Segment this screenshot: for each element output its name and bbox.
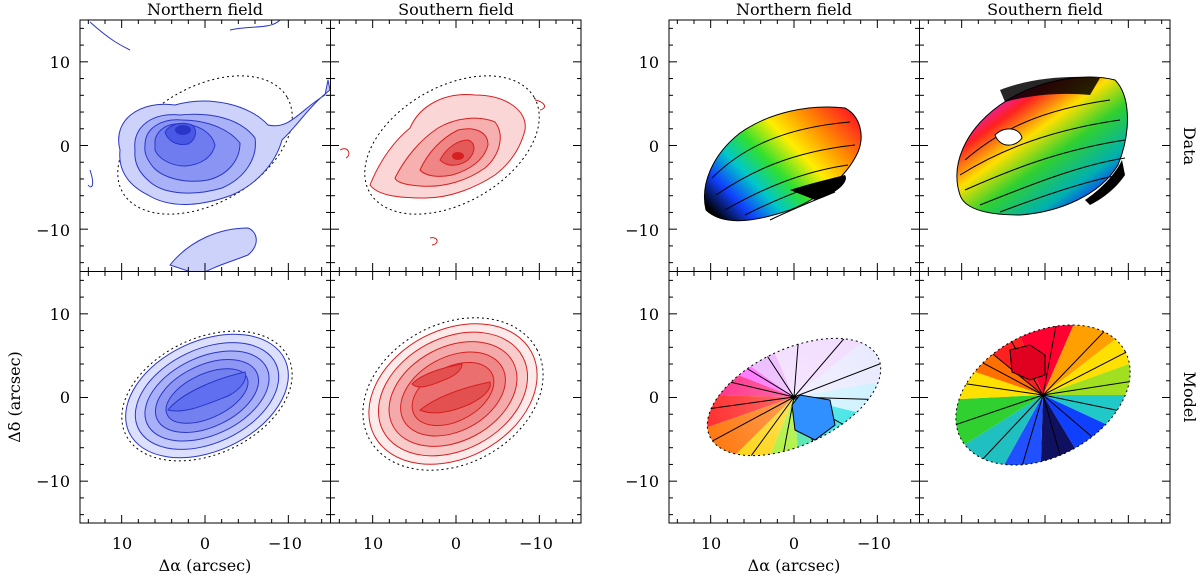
aperture-ellipse bbox=[121, 330, 293, 462]
model-contour bbox=[419, 381, 491, 414]
row-label-model: Model bbox=[1180, 372, 1199, 423]
row-label-data: Data bbox=[1180, 127, 1199, 166]
x-tick-label: 0 bbox=[200, 534, 210, 553]
noise-contour bbox=[87, 169, 94, 188]
x-tick-label: −10 bbox=[268, 534, 302, 553]
x-tick-label: −10 bbox=[857, 534, 891, 553]
velocity-patch bbox=[790, 175, 846, 200]
y-tick-label: 0 bbox=[649, 137, 659, 156]
y-tick-label: 0 bbox=[60, 137, 70, 156]
y-tick-label: 0 bbox=[649, 388, 659, 407]
panel-north-velocity-model bbox=[699, 314, 899, 480]
y-tick-label: −10 bbox=[36, 472, 70, 491]
y-tick-label: 10 bbox=[50, 305, 70, 324]
velocity-patch bbox=[1009, 344, 1046, 381]
noise-contour bbox=[339, 99, 546, 246]
x-tick-label: 10 bbox=[112, 534, 132, 553]
panel-frames bbox=[79, 19, 1171, 524]
model-contour bbox=[411, 363, 463, 388]
panel-north-intensity-model bbox=[121, 330, 293, 462]
velocity-patch bbox=[1000, 76, 1100, 102]
y-tick-label: 10 bbox=[639, 305, 659, 324]
x-axis-label-right: Δα (arcsec) bbox=[748, 556, 841, 575]
x-axis-label-left: Δα (arcsec) bbox=[159, 556, 252, 575]
aperture-ellipse bbox=[706, 337, 882, 457]
velocity-patch bbox=[791, 394, 836, 441]
axis-ticks bbox=[80, 20, 1170, 523]
velocity-field bbox=[956, 76, 1128, 216]
panel-north-intensity-data bbox=[87, 20, 330, 271]
column-title-north-right: Northern field bbox=[736, 0, 852, 19]
y-tick-label: 10 bbox=[50, 53, 70, 72]
panel-north-velocity-data bbox=[704, 106, 862, 222]
iso-velocity-line bbox=[711, 121, 856, 221]
aperture-ellipse bbox=[955, 324, 1131, 466]
y-tick-label: −10 bbox=[36, 221, 70, 240]
intensity-peak bbox=[452, 152, 464, 160]
panel-south-intensity-model bbox=[362, 317, 544, 471]
velocity-hole bbox=[994, 128, 1023, 146]
panel-south-velocity-data bbox=[956, 76, 1128, 216]
x-tick-label: 0 bbox=[451, 534, 461, 553]
column-title-north-left: Northern field bbox=[147, 0, 263, 19]
aperture-ellipse bbox=[117, 75, 293, 215]
y-tick-label: −10 bbox=[625, 221, 659, 240]
model-contour bbox=[167, 371, 247, 412]
y-tick-label: −10 bbox=[625, 472, 659, 491]
x-tick-label: 10 bbox=[701, 534, 721, 553]
y-tick-label: 0 bbox=[60, 388, 70, 407]
velocity-patch bbox=[1085, 160, 1125, 205]
y-tick-label: 10 bbox=[639, 53, 659, 72]
aperture-ellipse bbox=[364, 75, 540, 215]
noise-contour bbox=[89, 20, 281, 51]
panel-south-intensity-data bbox=[339, 75, 546, 246]
x-tick-label: 0 bbox=[789, 534, 799, 553]
panel-south-velocity-model bbox=[939, 304, 1141, 491]
column-title-south-right: Southern field bbox=[987, 0, 1103, 19]
x-tick-label: 10 bbox=[363, 534, 383, 553]
x-tick-label: −10 bbox=[519, 534, 553, 553]
column-title-south-left: Southern field bbox=[398, 0, 514, 19]
intensity-contour bbox=[169, 227, 257, 271]
aperture-ellipse bbox=[362, 317, 544, 471]
iso-velocity-line bbox=[959, 99, 1126, 213]
y-axis-label: Δδ (arcsec) bbox=[5, 351, 24, 443]
intensity-peak bbox=[175, 125, 191, 135]
